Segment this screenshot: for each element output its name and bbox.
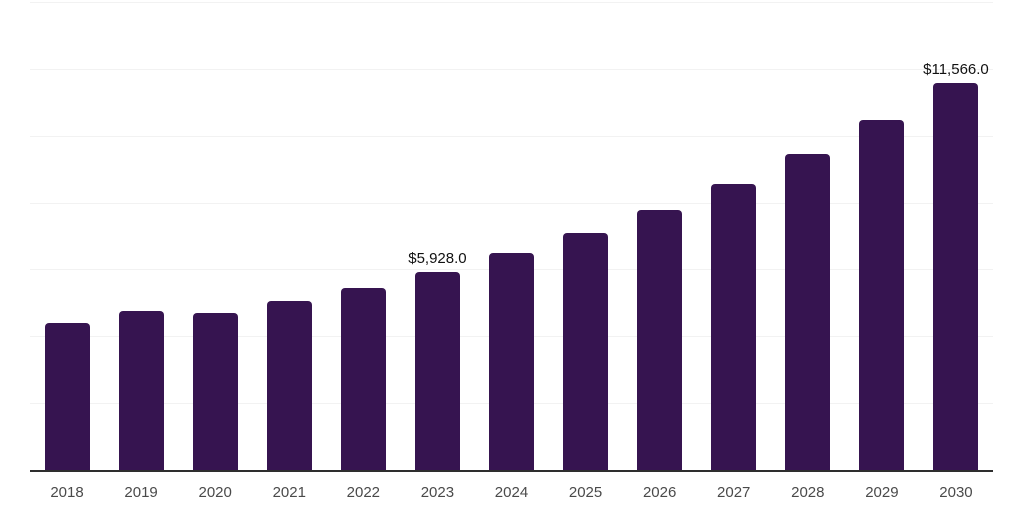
x-tick-2018: 2018 — [50, 484, 84, 501]
bar-2029 — [859, 120, 905, 470]
bar-2023 — [414, 271, 460, 470]
bar-2024 — [489, 253, 534, 470]
x-axis: 2018 2019 2020 2021 2022 2023 2024 2025 2026 2027… — [30, 484, 993, 506]
bar-2019 — [118, 310, 164, 470]
gridline-12000 — [30, 68, 993, 70]
bar-2018 — [44, 322, 90, 470]
bar-2026 — [637, 209, 683, 470]
gridline-14000 — [30, 2, 993, 3]
x-tick-2019: 2019 — [124, 484, 158, 501]
value-label-2030: $11,566.0 — [923, 61, 989, 79]
x-tick-2023: 2023 — [420, 484, 455, 501]
plot-area: $5,928.0 $11,566.0 — [30, 2, 993, 472]
bar-2021 — [266, 300, 312, 470]
x-tick-2022: 2022 — [346, 484, 381, 501]
bar-2025 — [563, 233, 609, 470]
bar-2020 — [192, 312, 238, 470]
bar-2027 — [711, 184, 757, 470]
x-tick-2028: 2028 — [791, 484, 825, 501]
bar-2030 — [933, 83, 979, 470]
x-tick-2021: 2021 — [272, 484, 306, 501]
x-tick-2029: 2029 — [865, 484, 899, 501]
value-label-2023: $5,928.0 — [408, 249, 467, 267]
x-tick-2024: 2024 — [494, 484, 529, 501]
bar-2028 — [785, 154, 831, 470]
x-tick-2027: 2027 — [717, 484, 751, 501]
bar-2022 — [340, 288, 386, 470]
gridline-8000 — [30, 202, 993, 204]
x-tick-2025: 2025 — [568, 484, 603, 501]
x-tick-2020: 2020 — [198, 484, 232, 501]
gridline-10000 — [30, 135, 993, 137]
x-tick-2030: 2030 — [939, 484, 973, 501]
x-tick-2026: 2026 — [642, 484, 677, 501]
